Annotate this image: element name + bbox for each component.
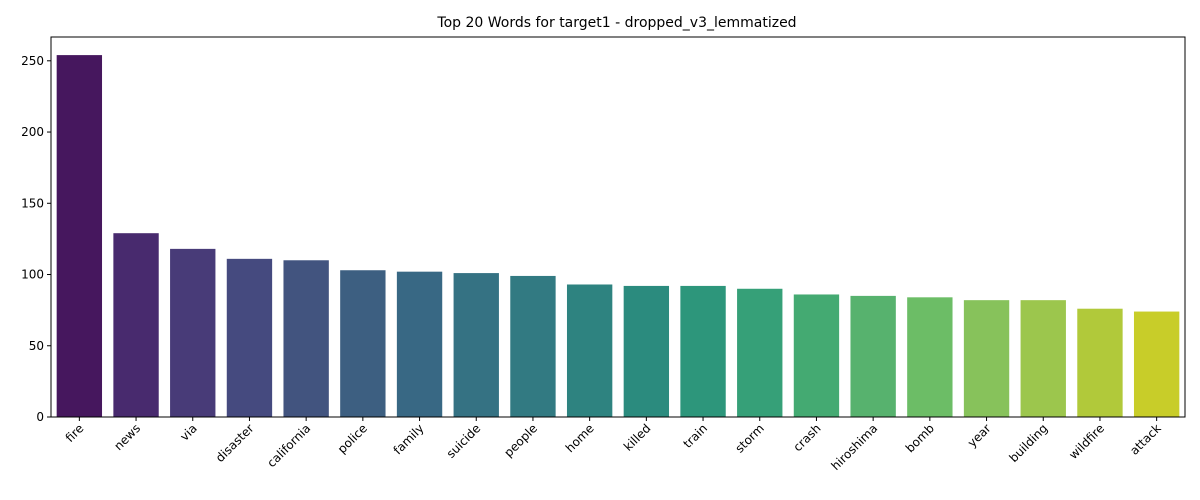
x-tick-label-attack: attack <box>1127 421 1164 458</box>
bar-wildfire <box>1077 308 1123 417</box>
y-tick-label-150: 150 <box>21 196 44 210</box>
bars-group <box>56 55 1180 417</box>
x-tick-label-california: california <box>264 421 313 470</box>
plot-frame <box>50 36 1186 418</box>
bar-year <box>963 300 1010 417</box>
y-tick-label-50: 50 <box>29 339 44 353</box>
y-tick-label-0: 0 <box>36 410 44 424</box>
x-tick-label-family: family <box>391 421 427 457</box>
x-tick-label-home: home <box>563 421 597 455</box>
bar-storm <box>737 288 783 417</box>
bar-attack <box>1133 311 1180 417</box>
bar-via <box>170 248 216 417</box>
y-tick-label-200: 200 <box>21 125 44 139</box>
y-axis: 0 50 100 150 200 250 <box>21 54 51 424</box>
bar-family <box>396 271 443 417</box>
bar-crash <box>793 294 840 417</box>
x-tick-label-news: news <box>111 421 143 453</box>
bar-home <box>566 284 613 417</box>
y-tick-label-100: 100 <box>21 268 44 282</box>
bar-bomb <box>907 297 953 417</box>
bar-suicide <box>453 273 499 417</box>
x-tick-label-disaster: disaster <box>213 421 257 465</box>
x-axis: fire news via disaster california police famil… <box>63 417 1164 473</box>
x-tick-label-bomb: bomb <box>903 421 937 455</box>
y-tick-label-250: 250 <box>21 54 44 68</box>
x-tick-label-fire: fire <box>63 421 87 445</box>
x-tick-label-wildfire: wildfire <box>1066 421 1107 462</box>
x-tick-label-storm: storm <box>732 421 766 455</box>
bar-killed <box>623 285 670 417</box>
x-tick-label-via: via <box>177 421 199 443</box>
bar-hiroshima <box>850 295 896 417</box>
x-tick-label-crash: crash <box>791 421 824 454</box>
x-tick-label-people: people <box>501 421 540 460</box>
x-tick-label-killed: killed <box>621 421 653 453</box>
bar-disaster <box>226 258 273 417</box>
chart-title: Top 20 Words for target1 - dropped_v3_le… <box>436 15 796 31</box>
bar-building <box>1020 300 1066 417</box>
bar-train <box>680 285 726 417</box>
bar-fire <box>56 55 103 417</box>
x-tick-label-hiroshima: hiroshima <box>829 421 881 473</box>
x-tick-label-police: police <box>335 421 370 456</box>
x-tick-label-year: year <box>965 421 994 450</box>
bar-police <box>340 270 386 417</box>
bar-people <box>510 275 556 417</box>
x-tick-label-building: building <box>1006 421 1050 465</box>
bar-news <box>113 233 159 417</box>
x-tick-label-train: train <box>681 421 711 451</box>
x-tick-label-suicide: suicide <box>444 421 484 461</box>
bar-california <box>283 260 329 417</box>
